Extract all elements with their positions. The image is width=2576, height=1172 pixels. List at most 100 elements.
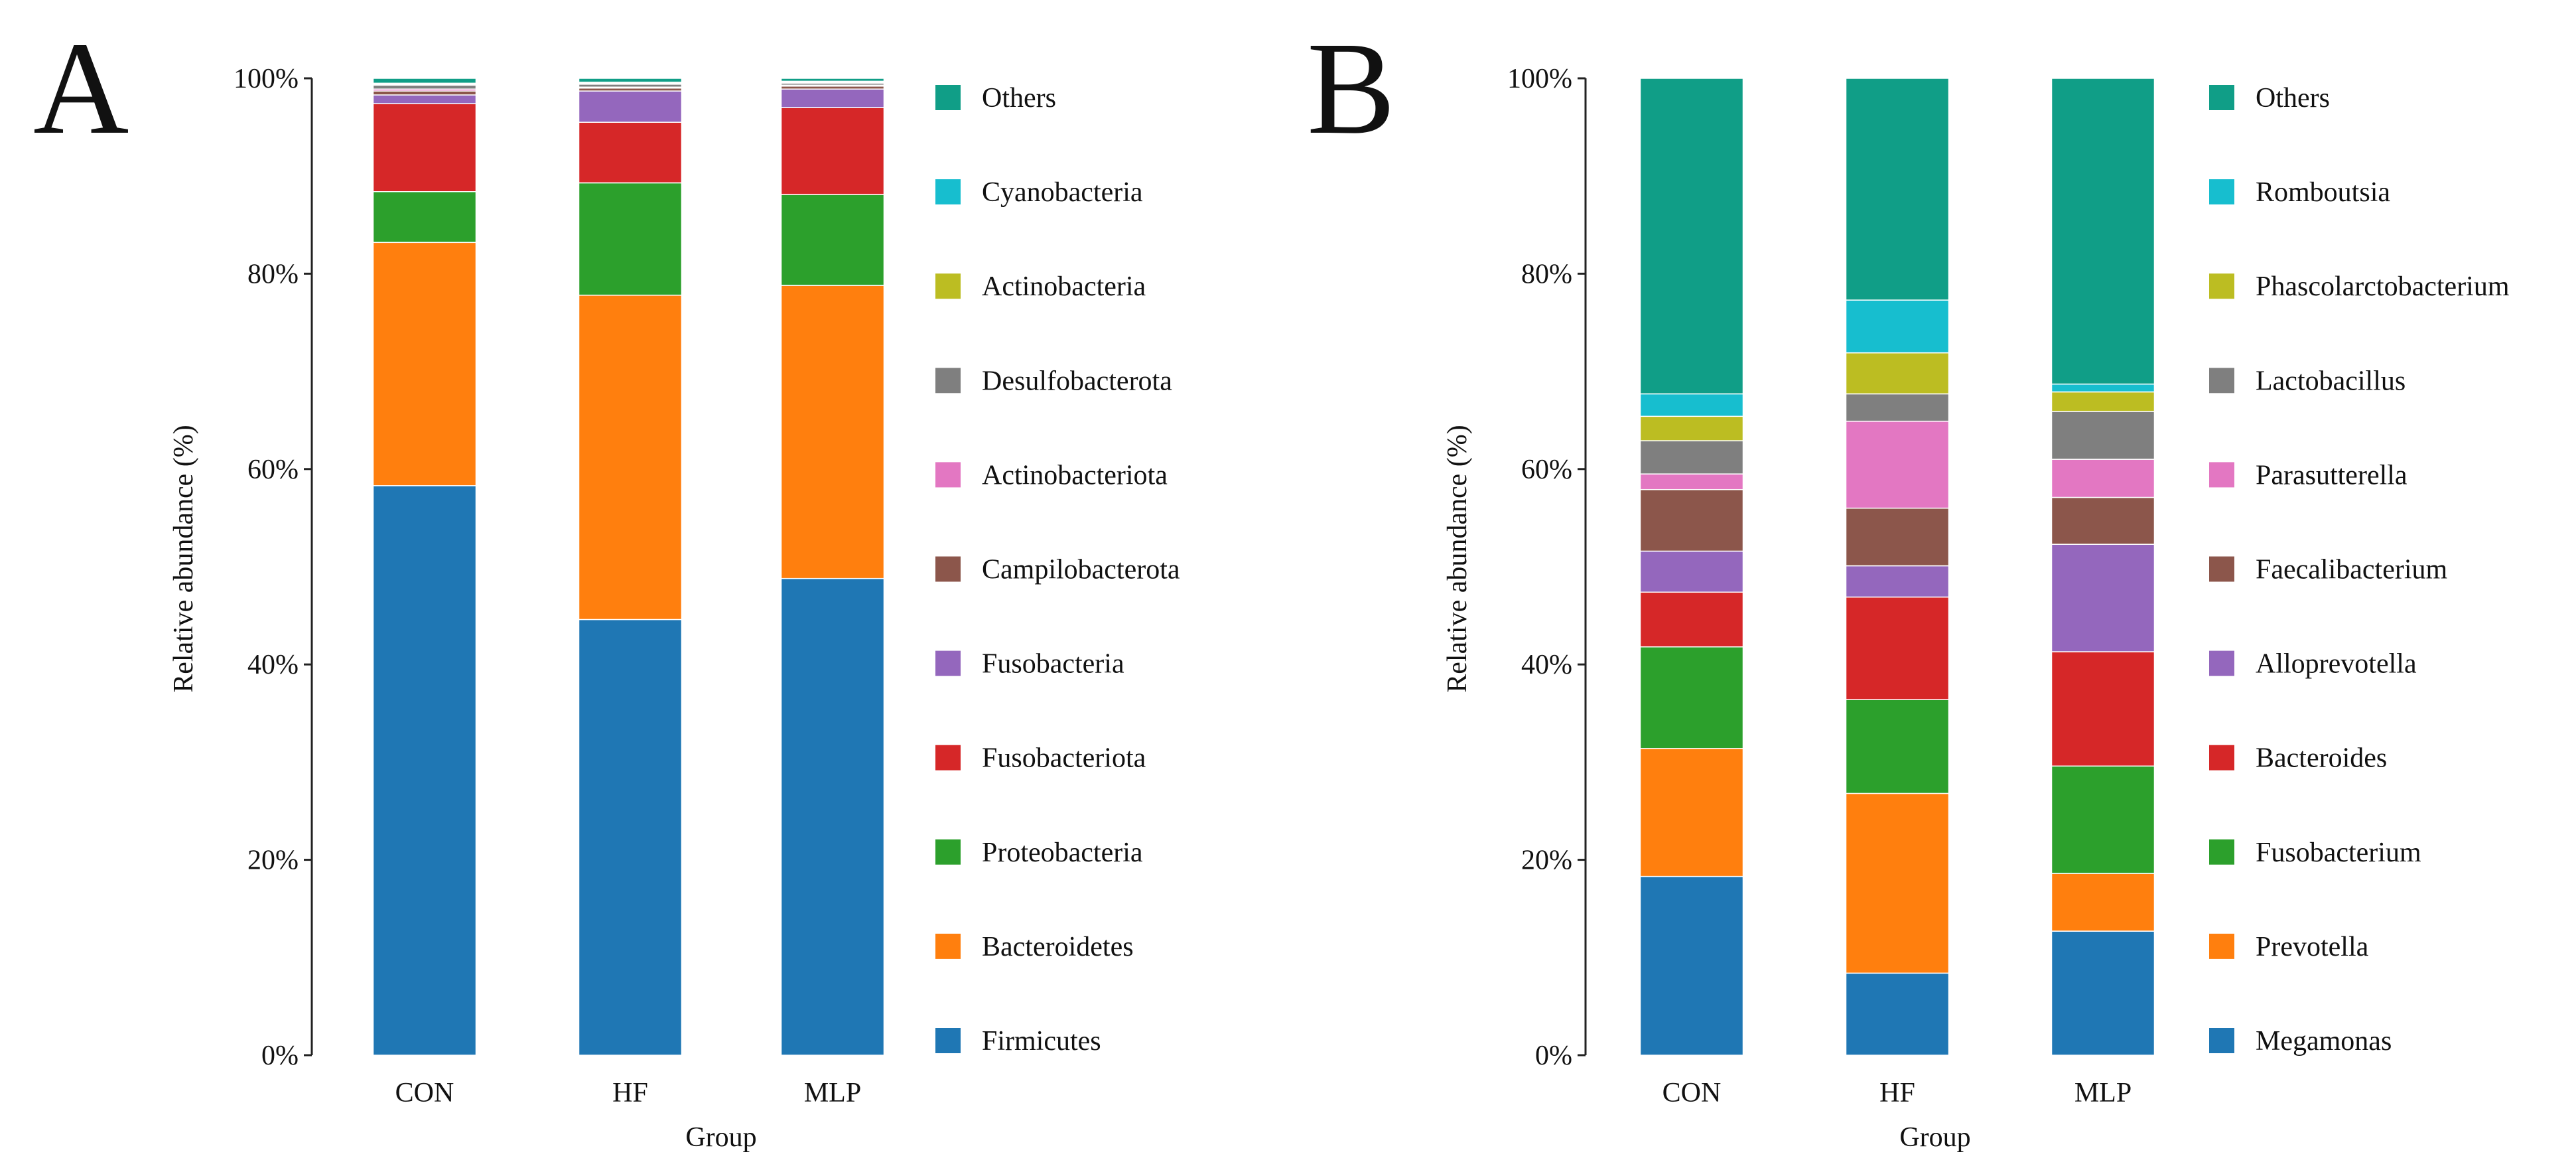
panel-a-bar-hf-firmicutes <box>578 619 683 1056</box>
panel-a-legend-swatch <box>935 179 961 205</box>
panel-a-y-tick-label: 40% <box>247 650 299 680</box>
panel-b-bar-con-parasutterella <box>1639 473 1744 490</box>
panel-b-bar-hf-alloprevotella <box>1845 565 1950 598</box>
panel-b-legend-swatch <box>2209 745 2234 770</box>
panel-b-legend-swatch <box>2209 839 2234 865</box>
panel-a-x-axis-title: Group <box>685 1122 756 1153</box>
panel-b-legend-label: Phascolarctobacterium <box>2256 271 2510 302</box>
panel-b-bar-con-prevotella <box>1639 748 1744 877</box>
panel-b-bar-hf-fusobacterium <box>1845 699 1950 794</box>
panel-b-legend-swatch <box>2209 179 2234 205</box>
panel-a-legend-swatch <box>935 650 961 676</box>
panel-b-bar-hf-bacteroides <box>1845 596 1950 700</box>
panel-b-legend-label: Megamonas <box>2256 1026 2392 1057</box>
panel-a-bar-hf-proteobacteria <box>578 182 683 296</box>
panel-a: A 0% 20% 40% 60% 80% 100% CON HF MLP Relative a… <box>33 15 1180 1153</box>
panel-b-y-tick-label: 20% <box>1521 845 1572 876</box>
panel-b-bar-con-faecalibacterium <box>1639 488 1744 552</box>
panel-b-bar-hf-parasutterella <box>1845 420 1950 509</box>
panel-a-legend-label: Fusobacteriota <box>982 743 1146 774</box>
panel-b-bar-con-phascolarctobacterium <box>1639 415 1744 441</box>
panel-a-bar-hf-others <box>578 78 683 83</box>
panel-b-legend-label: Others <box>2256 83 2330 113</box>
panel-a-legend-swatch <box>935 462 961 488</box>
panel-b-legend-swatch <box>2209 650 2234 676</box>
panel-a-bar-con-campilobacterota <box>372 90 477 96</box>
panel-a-bar-mlp-bacteroidetes <box>780 285 885 579</box>
panel-a-legend-swatch <box>935 839 961 865</box>
panel-letter-b: B <box>1307 15 1395 162</box>
panel-b-bar-mlp-fusobacterium <box>2051 765 2155 874</box>
panel-b-bar-mlp-lactobacillus <box>2051 411 2155 460</box>
panel-b-bar-con-others <box>1639 78 1744 395</box>
panel-a-y-tick-label: 100% <box>234 64 299 94</box>
panel-a-bar-hf-fusobacteria <box>578 90 683 123</box>
panel-b-legend-label: Romboutsia <box>2256 177 2390 208</box>
panel-a-legend-label: Desulfobacterota <box>982 366 1172 396</box>
panel-a-legend-label: Bacteroidetes <box>982 932 1134 962</box>
panel-b-bar-con-bacteroides <box>1639 591 1744 648</box>
panel-b-bar-hf-megamonas <box>1845 972 1950 1056</box>
panel-a-legend-label: Cyanobacteria <box>982 177 1143 208</box>
panel-a-bar-mlp-fusobacteria <box>780 88 885 108</box>
panel-b-x-tick-label: MLP <box>2074 1078 2132 1108</box>
panel-b-y-tick-label: 40% <box>1521 650 1572 680</box>
panel-a-bar-con-proteobacteria <box>372 191 477 244</box>
panel-b-legend-swatch <box>2209 273 2234 299</box>
panel-b-bar-mlp-prevotella <box>2051 873 2155 932</box>
panel-b-bar-hf-prevotella <box>1845 792 1950 974</box>
panel-a-bar-con-fusobacteriota <box>372 103 477 192</box>
panel-b-legend-label: Alloprevotella <box>2256 649 2417 680</box>
panel-b-bar-con-alloprevotella <box>1639 550 1744 593</box>
panel-b-bar-hf-faecalibacterium <box>1845 507 1950 567</box>
panel-a-legend-label: Proteobacteria <box>982 838 1143 868</box>
panel-a-legend-swatch <box>935 273 961 299</box>
panel-a-y-tick-label: 20% <box>247 845 299 876</box>
panel-b-bar-hf-phascolarctobacterium <box>1845 352 1950 395</box>
panel-a-y-axis-title: Relative abundance (%) <box>169 425 199 692</box>
panel-b-legend-label: Parasutterella <box>2256 460 2407 490</box>
panel-b-x-tick-label: HF <box>1879 1078 1915 1108</box>
panel-b-bar-mlp-parasutterella <box>2051 459 2155 498</box>
panel-a-bars: CON HF MLP <box>372 78 885 1108</box>
panel-a-y-tick-label: 80% <box>247 259 299 289</box>
panel-a-legend-label: Firmicutes <box>982 1026 1101 1057</box>
panel-a-axes: 0% 20% 40% 60% 80% 100% <box>234 64 313 1071</box>
panel-a-legend-label: Actinobacteriota <box>982 460 1168 490</box>
panel-a-bar-con-others <box>372 78 477 84</box>
panel-b-bar-mlp-megamonas <box>2051 930 2155 1056</box>
panel-a-bar-con-firmicutes <box>372 485 477 1056</box>
panel-a-legend: Others Cyanobacteria Actinobacteria Desulfo… <box>935 83 1180 1057</box>
panel-b-y-tick-label: 0% <box>1535 1041 1572 1071</box>
panel-b-y-tick-label: 60% <box>1521 455 1572 485</box>
panel-b-bar-mlp-alloprevotella <box>2051 544 2155 652</box>
panel-b-y-tick-label: 80% <box>1521 259 1572 289</box>
panel-a-bar-mlp-firmicutes <box>780 577 885 1056</box>
panel-a-legend-swatch <box>935 368 961 394</box>
panel-a-x-tick-label: CON <box>395 1078 454 1108</box>
panel-b-legend-swatch <box>2209 462 2234 488</box>
panel-a-legend-swatch <box>935 556 961 582</box>
panel-b-legend-label: Faecalibacterium <box>2256 555 2448 585</box>
panel-b-legend-swatch <box>2209 933 2234 959</box>
panel-b-bar-con-lactobacillus <box>1639 440 1744 475</box>
panel-a-x-tick-label: MLP <box>804 1078 861 1108</box>
panel-a-bar-hf-fusobacteriota <box>578 121 683 184</box>
panel-b-bar-mlp-others <box>2051 78 2155 385</box>
panel-b-legend-label: Prevotella <box>2256 932 2369 962</box>
panel-b-y-axis-title: Relative abundance (%) <box>1442 425 1473 692</box>
panel-b-bar-mlp-bacteroides <box>2051 651 2155 767</box>
panel-b-legend-label: Fusobacterium <box>2256 838 2421 868</box>
panel-a-bar-hf-bacteroidetes <box>578 295 683 621</box>
panel-b-legend-swatch <box>2209 1028 2234 1053</box>
panel-b-bars: CON HF MLP <box>1639 78 2155 1108</box>
panel-letter-a: A <box>33 15 129 162</box>
panel-b-bar-mlp-phascolarctobacterium <box>2051 391 2155 412</box>
panel-b-bar-con-fusobacterium <box>1639 646 1744 749</box>
panel-b-x-tick-label: CON <box>1662 1078 1722 1108</box>
panel-b-bar-con-megamonas <box>1639 875 1744 1056</box>
panel-a-bar-con-fusobacteria <box>372 94 477 105</box>
panel-b-x-axis-title: Group <box>1899 1122 1970 1153</box>
panel-a-legend-label: Campilobacterota <box>982 555 1180 585</box>
